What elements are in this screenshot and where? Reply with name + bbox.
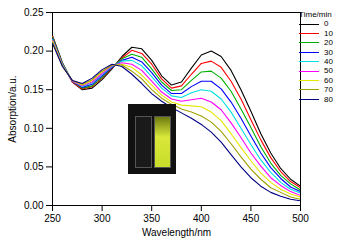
html-text:70: 70 [324,85,333,95]
svg-text:0.10: 0.10 [24,123,44,134]
svg-text:0.15: 0.15 [24,84,44,95]
html-text:10: 10 [324,28,333,38]
html-text:0: 0 [324,19,329,29]
svg-text:Wavelength/nm: Wavelength/nm [142,227,211,238]
svg-text:0.05: 0.05 [24,161,44,172]
html-text:Time/min: Time/min [299,10,332,19]
svg-text:300: 300 [94,213,111,224]
html-text:80: 80 [324,94,333,104]
svg-text:450: 450 [243,213,260,224]
svg-text:0.25: 0.25 [24,7,44,18]
svg-text:500: 500 [292,213,309,224]
svg-text:350: 350 [143,213,160,224]
svg-text:0.20: 0.20 [24,45,44,56]
html-text:50: 50 [324,66,333,76]
svg-text:0.00: 0.00 [24,200,44,211]
html-text:20: 20 [324,38,333,48]
html-text:40: 40 [324,57,333,66]
svg-text:Absorption/a.u.: Absorption/a.u. [7,75,18,142]
html-text:60: 60 [324,75,333,85]
svg-text:250: 250 [44,213,61,224]
svg-text:400: 400 [193,213,210,224]
html-text:30: 30 [324,47,333,57]
